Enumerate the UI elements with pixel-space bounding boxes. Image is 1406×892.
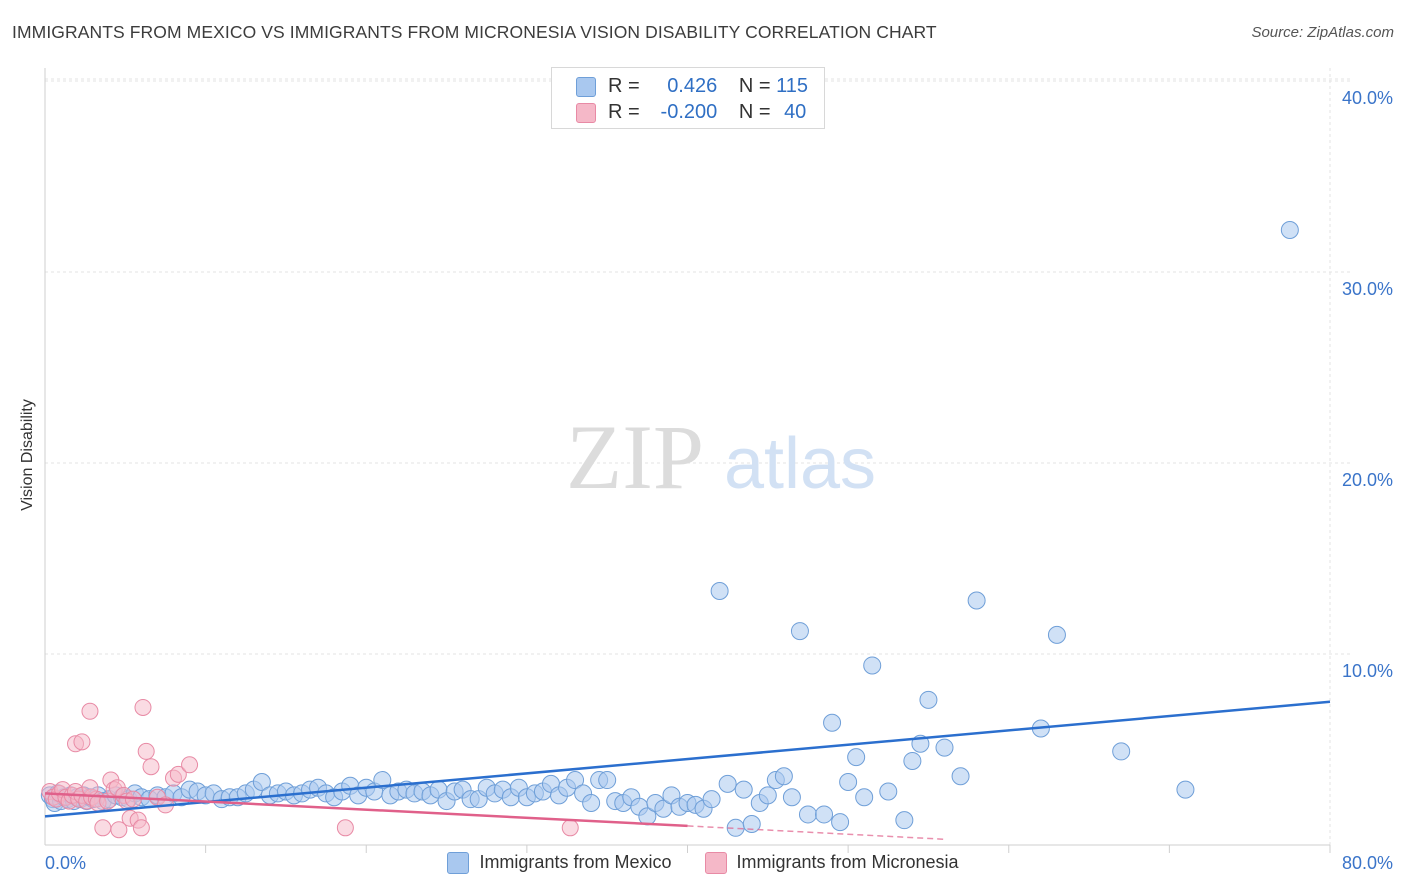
tick-labels: 10.0% 20.0% 30.0% 40.0% 0.0% 80.0% xyxy=(45,88,1393,873)
legend-n-label: N = xyxy=(738,75,771,97)
legend-r-value: -0.200 xyxy=(660,101,718,123)
legend-item-mexico: Immigrants from Mexico xyxy=(447,852,672,875)
micronesia-point xyxy=(561,819,579,837)
y-tick-label: 20.0% xyxy=(1342,470,1393,490)
legend-n-value: 40 xyxy=(784,101,807,123)
watermark-zip: ZIP xyxy=(566,406,704,508)
watermark-atlas: atlas xyxy=(724,424,876,504)
mexico-point xyxy=(1047,625,1066,644)
legend-label-micronesia: Immigrants from Micronesia xyxy=(736,852,959,872)
legend-r-value: 0.426 xyxy=(667,75,718,97)
watermark: ZIP atlas xyxy=(566,406,876,508)
legend-item-micronesia: Immigrants from Micronesia xyxy=(704,852,959,875)
mexico-point xyxy=(718,774,737,793)
micronesia-point xyxy=(81,779,99,797)
mexico-point xyxy=(1176,780,1195,799)
mexico-point xyxy=(823,713,842,732)
y-tick-label: 40.0% xyxy=(1342,88,1393,108)
x-tick-label-max: 80.0% xyxy=(1342,853,1393,873)
x-tick-label-min: 0.0% xyxy=(45,853,86,873)
mexico-point xyxy=(758,786,777,805)
mexico-point xyxy=(252,772,271,791)
legend-row-micronesia: R = -0.200 N = 40 xyxy=(576,101,806,127)
mexico-point xyxy=(790,622,809,641)
mexico-point xyxy=(839,772,858,791)
micronesia-point xyxy=(169,765,187,783)
mexico-point xyxy=(879,782,898,801)
micronesia-point xyxy=(132,819,150,837)
micronesia-point xyxy=(81,702,99,720)
mexico-point xyxy=(798,805,817,824)
micronesia-point xyxy=(73,733,91,751)
legend-row-mexico: R = 0.426 N = 115 xyxy=(576,75,808,101)
mexico-point xyxy=(831,813,850,832)
mexico-point xyxy=(967,591,986,610)
micronesia-swatch xyxy=(576,102,596,123)
mexico-point xyxy=(566,771,585,790)
mexico-point xyxy=(855,788,874,807)
mexico-point xyxy=(710,581,729,600)
legend-r-label: R = xyxy=(608,101,640,123)
y-tick-label: 30.0% xyxy=(1342,279,1393,299)
mexico-point xyxy=(863,656,882,675)
y-tick-label: 10.0% xyxy=(1342,661,1393,681)
micronesia-point xyxy=(181,756,199,774)
mexico-swatch xyxy=(447,852,470,875)
axes xyxy=(44,68,1331,853)
mexico-point xyxy=(1112,742,1131,761)
legend-label-mexico: Immigrants from Mexico xyxy=(479,852,672,872)
mexico-swatch xyxy=(576,76,596,97)
micronesia-point xyxy=(142,758,160,776)
mexico-point xyxy=(734,780,753,799)
mexico-point xyxy=(702,790,721,809)
micronesia-swatch xyxy=(704,852,727,875)
chart-title: IMMIGRANTS FROM MEXICO VS IMMIGRANTS FRO… xyxy=(12,22,937,42)
legend-n-label: N = xyxy=(738,101,771,123)
mexico-point xyxy=(782,788,801,807)
series-legend: Immigrants from Mexico Immigrants from M… xyxy=(0,852,1406,875)
micronesia-point xyxy=(336,819,354,837)
micronesia-point xyxy=(94,819,112,837)
legend-r-label: R = xyxy=(608,75,640,97)
mexico-point xyxy=(742,814,761,833)
mexico-point xyxy=(895,811,914,830)
mexico-point xyxy=(774,767,793,786)
micronesia-point xyxy=(134,698,152,716)
mexico-point xyxy=(935,738,954,757)
mexico-trend-line xyxy=(44,700,1331,818)
mexico-point xyxy=(951,767,970,786)
source-label: Source: ZipAtlas.com xyxy=(1251,24,1394,41)
micronesia-point xyxy=(137,742,155,760)
mexico-point xyxy=(903,751,922,770)
mexico-point xyxy=(1280,220,1299,239)
mexico-point xyxy=(919,690,938,709)
stats-legend: R = 0.426 N = 115 R = -0.200 N = 40 xyxy=(551,67,825,129)
micronesia-trend-line xyxy=(44,792,688,828)
mexico-points xyxy=(40,220,1299,837)
mexico-point xyxy=(847,748,866,767)
trend-lines xyxy=(44,700,1331,841)
mexico-point xyxy=(373,771,392,790)
legend-n-value: 115 xyxy=(776,75,808,97)
micronesia-trend-extension xyxy=(687,825,945,841)
mexico-point xyxy=(815,805,834,824)
y-axis-label: Vision Disability xyxy=(19,399,36,511)
grid xyxy=(45,68,1350,845)
micronesia-point xyxy=(110,821,128,839)
mexico-point xyxy=(598,771,617,790)
mexico-point xyxy=(582,793,601,812)
